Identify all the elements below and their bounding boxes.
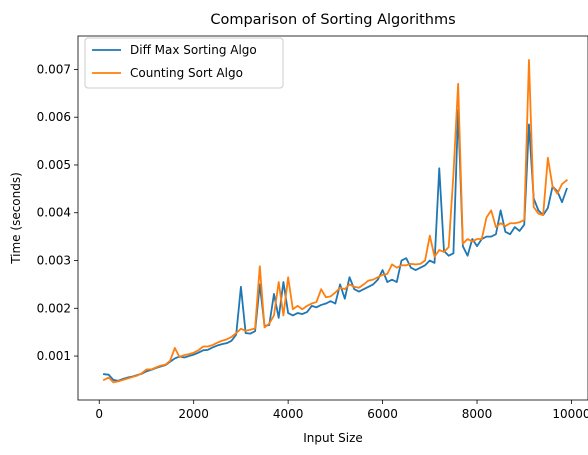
y-axis-ticks: 0.001 0.002 0.003 0.004 0.005 0.006 0.007 (37, 62, 78, 363)
series-lines (102, 58, 569, 384)
x-tick-label: 8000 (462, 407, 493, 421)
legend-label-diff-max: Diff Max Sorting Algo (130, 43, 257, 57)
chart-title: Comparison of Sorting Algorithms (210, 12, 455, 28)
y-tick-label: 0.006 (37, 110, 71, 124)
plot-frame (77, 35, 588, 401)
series-line-counting-sort (102, 58, 569, 384)
y-tick-label: 0.002 (37, 301, 71, 315)
x-tick-label: 4000 (273, 407, 304, 421)
legend: Diff Max Sorting Algo Counting Sort Algo (84, 37, 284, 89)
legend-box (84, 37, 284, 89)
y-tick-label: 0.003 (37, 254, 71, 268)
x-axis-label: Input Size (303, 431, 363, 445)
y-tick-label: 0.001 (37, 349, 71, 363)
x-tick-label: 6000 (367, 407, 398, 421)
y-tick-label: 0.007 (37, 62, 71, 76)
plot-area (78, 36, 588, 400)
legend-label-counting-sort: Counting Sort Algo (130, 66, 243, 80)
x-tick-label: 0 (95, 407, 103, 421)
x-tick-label: 2000 (178, 407, 209, 421)
y-tick-label: 0.004 (37, 206, 71, 220)
x-tick-label: 10000 (552, 407, 588, 421)
y-tick-label: 0.005 (37, 158, 71, 172)
x-axis-ticks: 0 2000 4000 6000 8000 10000 (95, 400, 588, 421)
series-line-diff-max (102, 109, 568, 382)
y-axis-label: Time (seconds) (9, 172, 23, 265)
